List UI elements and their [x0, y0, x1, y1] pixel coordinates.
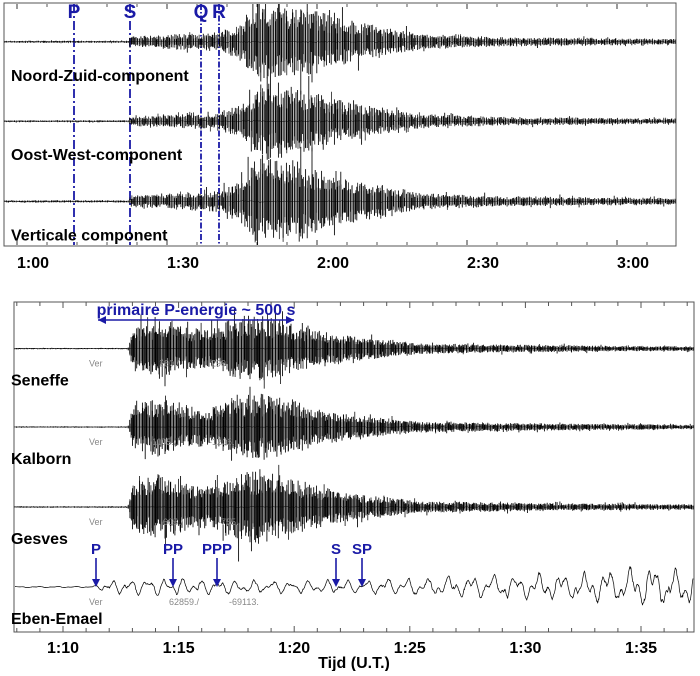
svg-text:Gesves: Gesves: [11, 531, 68, 548]
svg-text:1:15: 1:15: [163, 640, 195, 657]
svg-text:S: S: [124, 2, 137, 23]
svg-text:Ver: Ver: [89, 359, 103, 369]
svg-text:2:30: 2:30: [467, 255, 499, 272]
svg-text:Kalborn: Kalborn: [11, 451, 71, 468]
svg-text:Noord-Zuid-component: Noord-Zuid-component: [11, 68, 189, 85]
svg-text:1:20: 1:20: [278, 640, 310, 657]
svg-text:1:30: 1:30: [167, 255, 199, 272]
svg-text:62859./: 62859./: [169, 597, 200, 607]
svg-text:PP: PP: [163, 541, 183, 558]
svg-text:S: S: [331, 541, 341, 558]
svg-text:1:10: 1:10: [47, 640, 79, 657]
svg-text:-69113.: -69113.: [229, 597, 259, 607]
svg-text:Tijd (U.T.): Tijd (U.T.): [318, 655, 390, 671]
svg-text:R: R: [212, 2, 226, 23]
svg-text:1:00: 1:00: [17, 255, 49, 272]
svg-text:Ver: Ver: [89, 597, 103, 607]
svg-text:299.: 299.: [211, 359, 229, 369]
svg-text:Seneffe: Seneffe: [11, 373, 69, 390]
svg-text:-1206.: -1206.: [209, 437, 235, 447]
svg-text:-755.: -755.: [218, 517, 239, 527]
svg-text:605./: 605./: [163, 517, 184, 527]
svg-text:primaire P-energie ~ 500 s: primaire P-energie ~ 500 s: [97, 302, 296, 319]
svg-text:Ver: Ver: [89, 517, 103, 527]
svg-text:Ver: Ver: [89, 437, 103, 447]
svg-text:1105./: 1105./: [152, 437, 177, 447]
svg-text:PPP: PPP: [202, 541, 232, 558]
svg-text:1:30: 1:30: [509, 640, 541, 657]
svg-text:Eben-Emael: Eben-Emael: [11, 611, 103, 628]
svg-text:1:35: 1:35: [625, 640, 657, 657]
svg-text:Verticale component: Verticale component: [11, 227, 168, 244]
svg-text:Q: Q: [194, 2, 209, 23]
svg-text:P: P: [91, 541, 101, 558]
svg-text:280./: 280./: [159, 359, 180, 369]
svg-text:3:00: 3:00: [617, 255, 649, 272]
svg-text:P: P: [68, 2, 81, 23]
svg-text:2:00: 2:00: [317, 255, 349, 272]
svg-text:1:25: 1:25: [394, 640, 426, 657]
svg-text:SP: SP: [352, 541, 372, 558]
svg-text:Oost-West-component: Oost-West-component: [11, 147, 183, 164]
